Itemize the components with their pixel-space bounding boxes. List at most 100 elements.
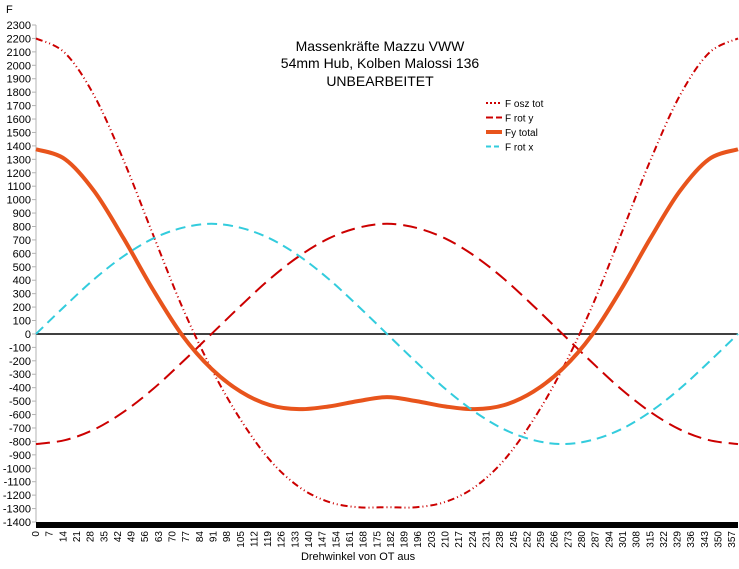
y-tick-label: 900 bbox=[13, 208, 31, 220]
x-tick-label: 287 bbox=[591, 531, 602, 548]
chart-title: Massenkräfte Mazzu VWW 54mm Hub, Kolben … bbox=[281, 38, 480, 89]
y-tick-label: -1100 bbox=[4, 477, 31, 489]
x-tick-label: 7 bbox=[45, 531, 56, 537]
x-tick-label: 252 bbox=[522, 531, 533, 548]
x-tick-label: 294 bbox=[604, 531, 615, 548]
chart-title-line-3: UNBEARBEITET bbox=[326, 73, 434, 89]
chart-title-line-1: Massenkräfte Mazzu VWW bbox=[296, 38, 466, 54]
x-tick-label: 140 bbox=[304, 531, 315, 548]
legend-label: F rot y bbox=[505, 114, 533, 125]
y-tick-label: 1300 bbox=[7, 154, 31, 166]
x-tick-label: 147 bbox=[318, 531, 329, 548]
x-axis: 0 7 14 21 28 35 42 49 56 63 70 77 84 91 98 105 112 119 126… bbox=[31, 531, 738, 548]
x-tick-label: 84 bbox=[195, 531, 206, 543]
x-tick-label: 91 bbox=[208, 531, 219, 543]
y-tick-label: 1900 bbox=[7, 74, 31, 86]
x-tick-label: 266 bbox=[550, 531, 561, 548]
y-axis-label: F bbox=[6, 4, 13, 16]
x-tick-label: 301 bbox=[618, 531, 629, 548]
x-tick-label: 168 bbox=[359, 531, 370, 548]
x-tick-label: 98 bbox=[222, 531, 233, 543]
x-tick-label: 35 bbox=[99, 531, 110, 543]
x-axis-label: Drehwinkel von OT aus bbox=[301, 551, 416, 563]
x-tick-label: 224 bbox=[468, 531, 479, 548]
x-tick-label: 77 bbox=[181, 531, 192, 543]
x-tick-label: 56 bbox=[140, 531, 151, 543]
x-tick-label: 28 bbox=[86, 531, 97, 543]
y-tick-label: 1800 bbox=[7, 87, 31, 99]
x-tick-label: 119 bbox=[263, 531, 274, 547]
x-tick-label: 189 bbox=[400, 531, 411, 548]
x-tick-label: 42 bbox=[113, 531, 124, 543]
y-tick-label: -900 bbox=[9, 450, 31, 462]
x-tick-label: 182 bbox=[386, 531, 397, 548]
x-tick-label: 175 bbox=[372, 531, 383, 548]
y-tick-label: 1700 bbox=[7, 101, 31, 113]
x-tick-label: 245 bbox=[509, 531, 520, 548]
y-tick-label: -1300 bbox=[3, 504, 31, 516]
y-tick-label: 600 bbox=[13, 248, 31, 260]
y-tick-label: -1000 bbox=[3, 463, 31, 475]
y-tick-label: 500 bbox=[13, 262, 31, 274]
chart-title-line-2: 54mm Hub, Kolben Malossi 136 bbox=[281, 55, 480, 71]
x-tick-label: 336 bbox=[686, 531, 697, 548]
series-line-1 bbox=[35, 37, 739, 509]
y-tick-label: 2000 bbox=[7, 60, 31, 72]
y-tick-label: 1200 bbox=[7, 168, 31, 180]
series-line-4 bbox=[35, 222, 739, 446]
x-tick-label: 203 bbox=[427, 531, 438, 548]
y-tick-label: 100 bbox=[13, 316, 31, 328]
y-tick-label: 1400 bbox=[7, 141, 31, 153]
legend: F osz tot F rot y Fy total F rot x bbox=[486, 99, 544, 154]
x-tick-label: 315 bbox=[645, 531, 656, 548]
x-tick-label: 112 bbox=[249, 531, 260, 547]
x-tick-label: 63 bbox=[154, 531, 165, 543]
x-axis-bar bbox=[36, 522, 738, 528]
y-tick-label: -700 bbox=[9, 423, 31, 435]
y-tick-label: -500 bbox=[9, 396, 31, 408]
x-tick-label: 105 bbox=[236, 531, 247, 548]
y-tick-label: 2300 bbox=[7, 20, 31, 32]
y-tick-label: -1400 bbox=[3, 517, 31, 529]
y-tick-label: 1600 bbox=[7, 114, 31, 126]
y-tick-label: -300 bbox=[9, 369, 31, 381]
y-tick-label: 1100 bbox=[7, 181, 31, 193]
y-tick-label: 0 bbox=[25, 329, 31, 341]
x-tick-label: 308 bbox=[632, 531, 643, 548]
legend-label: F rot x bbox=[505, 143, 533, 154]
legend-label: Fy total bbox=[505, 128, 538, 139]
x-tick-label: 231 bbox=[481, 531, 492, 548]
x-tick-label: 259 bbox=[536, 531, 547, 548]
series-line-3 bbox=[35, 147, 739, 412]
x-tick-label: 0 bbox=[31, 531, 42, 537]
y-tick-label: -1200 bbox=[3, 490, 31, 502]
y-tick-label: 700 bbox=[13, 235, 31, 247]
x-tick-label: 357 bbox=[727, 531, 738, 548]
x-tick-label: 126 bbox=[277, 531, 288, 548]
x-tick-label: 217 bbox=[454, 531, 465, 548]
x-tick-label: 49 bbox=[127, 531, 138, 543]
y-tick-label: 2100 bbox=[7, 47, 31, 59]
x-tick-label: 329 bbox=[673, 531, 684, 548]
y-tick-label: 2200 bbox=[7, 33, 31, 45]
x-tick-label: 14 bbox=[58, 531, 69, 543]
x-tick-label: 161 bbox=[345, 531, 356, 548]
series-line-2 bbox=[35, 222, 739, 446]
x-tick-label: 196 bbox=[413, 531, 424, 548]
x-tick-label: 322 bbox=[659, 531, 670, 548]
y-tick-label: 200 bbox=[13, 302, 31, 314]
y-tick-label: 1000 bbox=[7, 195, 31, 207]
y-tick-label: -600 bbox=[9, 410, 31, 422]
y-tick-label: 1500 bbox=[7, 127, 31, 139]
series-layer bbox=[35, 37, 739, 509]
y-tick-label: -200 bbox=[9, 356, 31, 368]
x-tick-label: 238 bbox=[495, 531, 506, 548]
x-tick-label: 21 bbox=[72, 531, 83, 543]
x-tick-label: 343 bbox=[700, 531, 711, 548]
x-tick-label: 350 bbox=[714, 531, 725, 548]
x-tick-label: 154 bbox=[331, 531, 342, 548]
x-tick-label: 210 bbox=[441, 531, 452, 548]
plot-area bbox=[35, 25, 738, 528]
